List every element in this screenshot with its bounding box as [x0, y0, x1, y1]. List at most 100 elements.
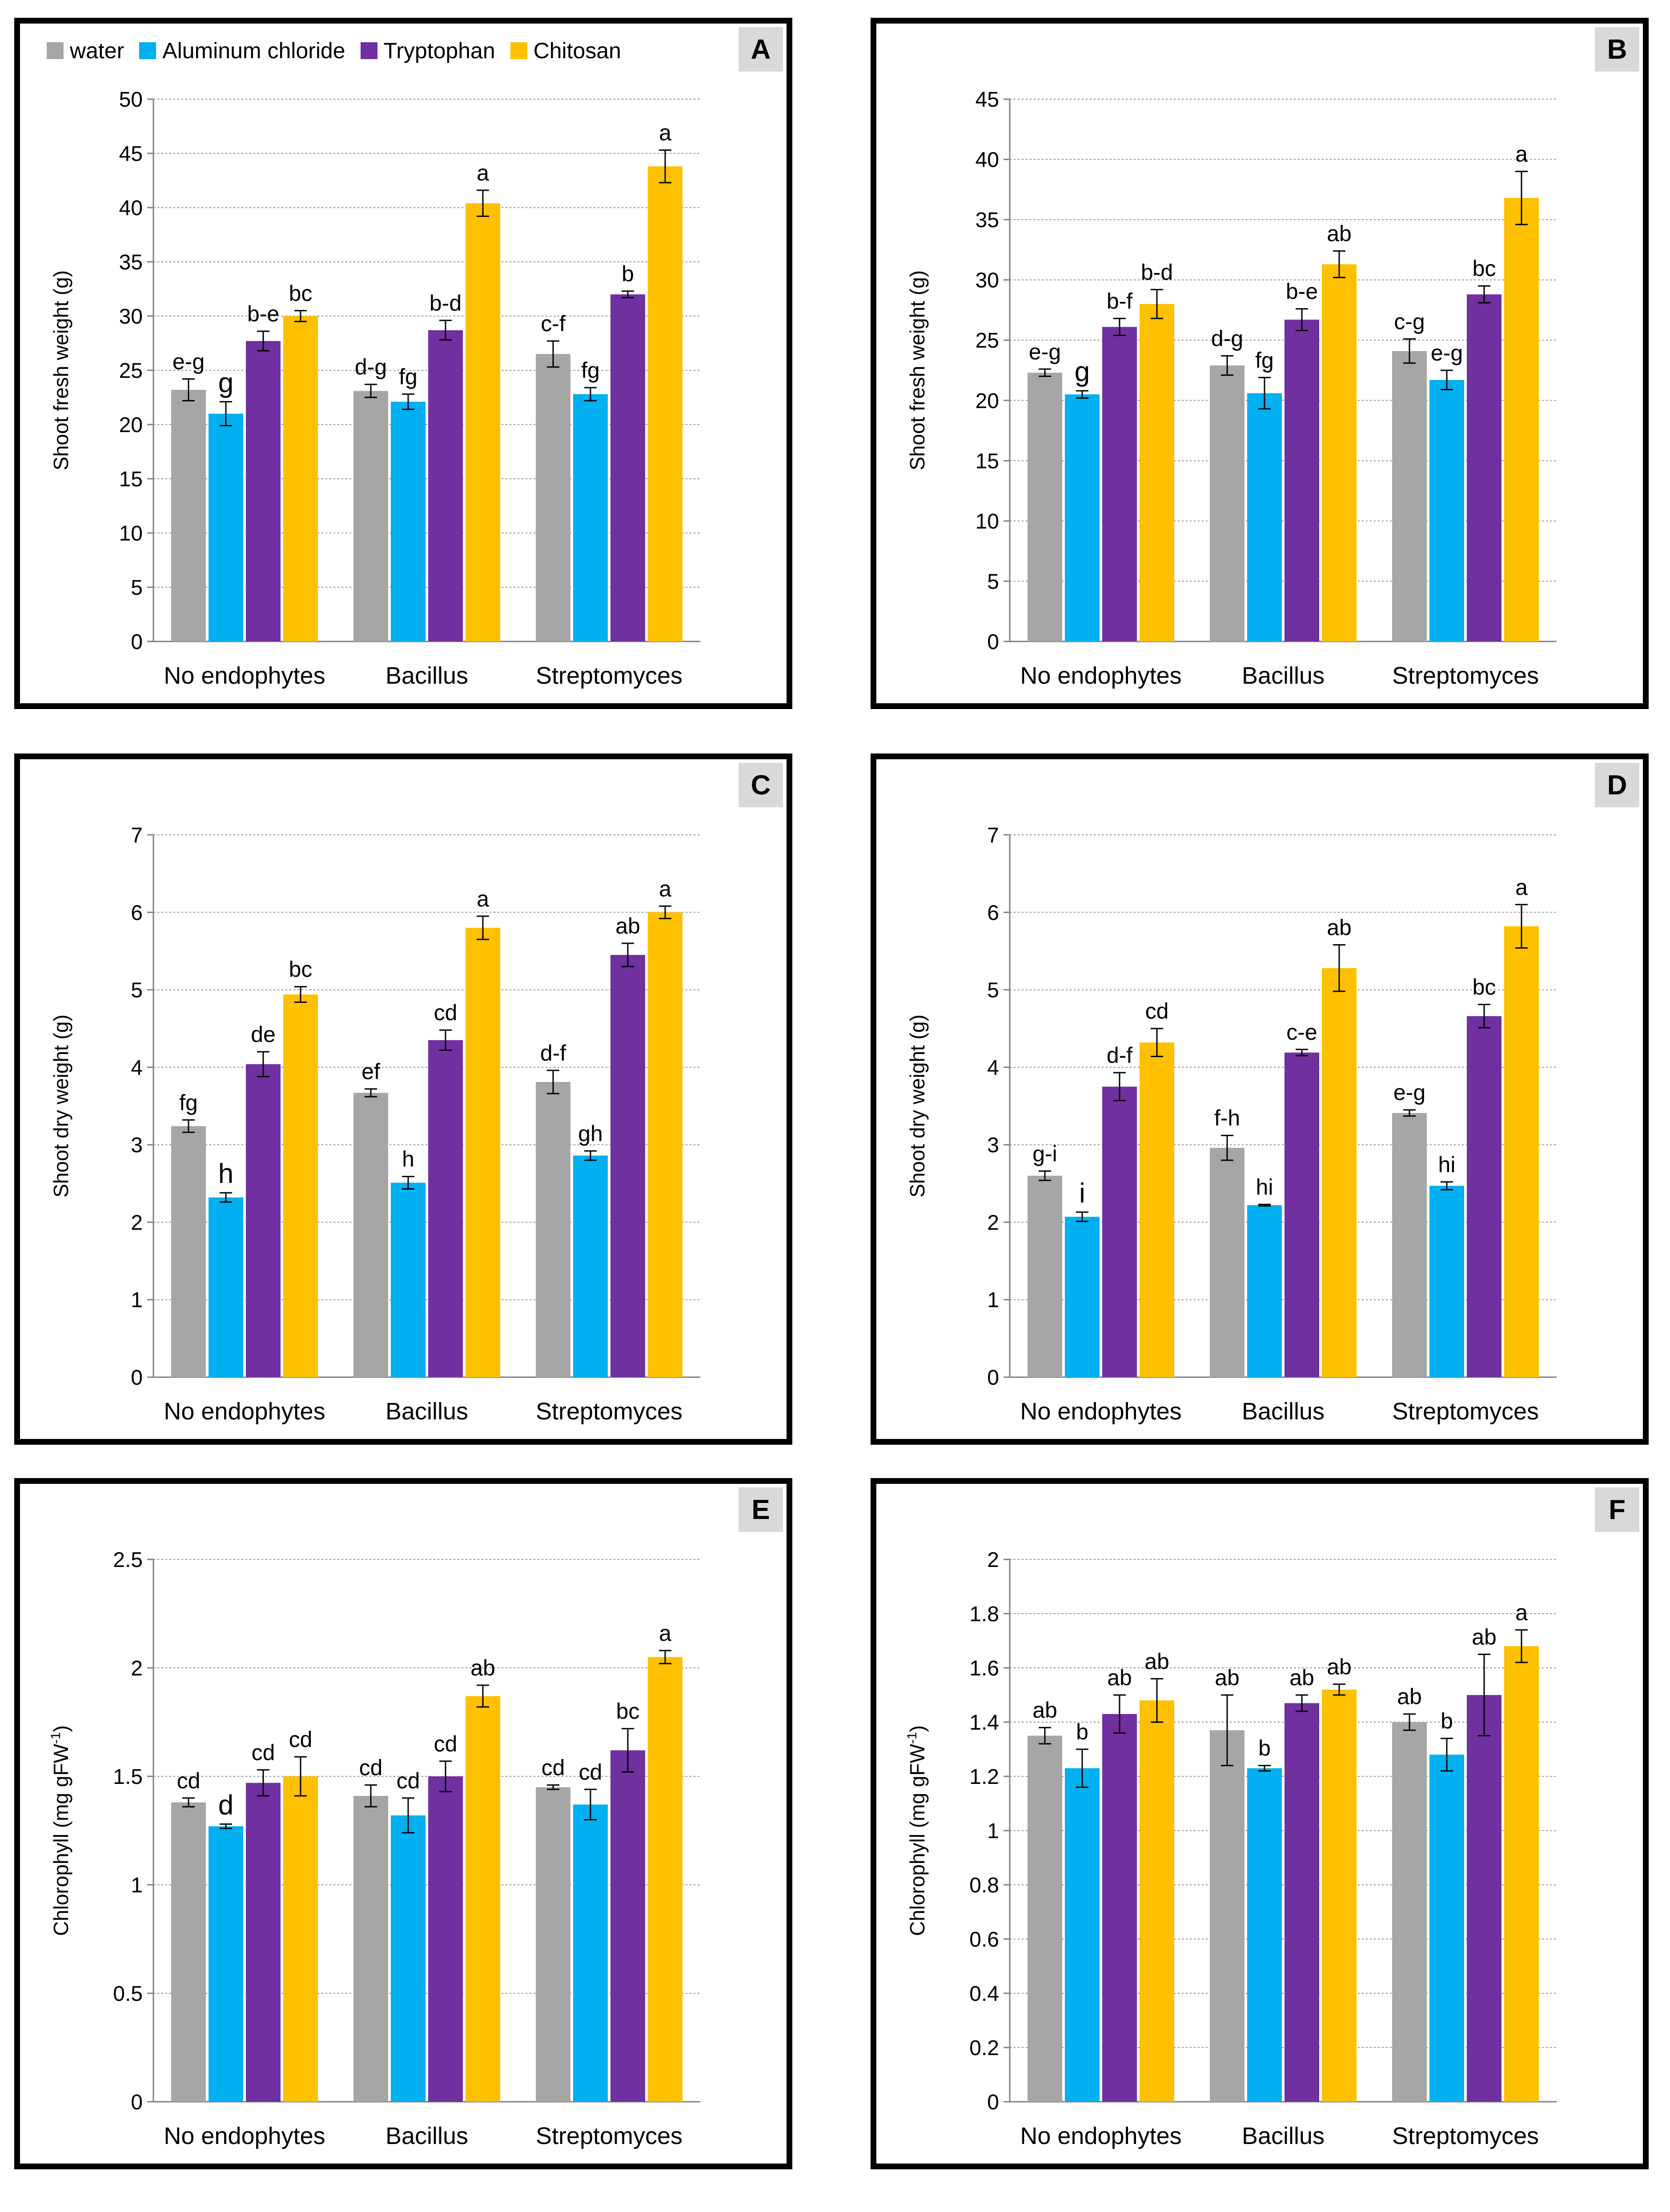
bar-chitosan-streptomyces — [1504, 926, 1539, 1377]
significance-label: a — [659, 876, 671, 901]
bar-water-streptomyces — [1392, 351, 1427, 641]
y-tick-label: 5 — [131, 979, 143, 1002]
bar-water-no-endophytes — [1028, 373, 1062, 641]
y-tick-label: 2 — [131, 1211, 143, 1234]
bar-chitosan-streptomyces — [1504, 1646, 1539, 2102]
bar-water-streptomyces — [1392, 1113, 1427, 1377]
significance-label: g — [218, 368, 233, 398]
x-category-label: No endophytes — [1020, 1398, 1181, 1425]
y-tick-label: 0.4 — [969, 1982, 999, 2006]
bar-chitosan-streptomyces — [1504, 198, 1539, 641]
y-tick-label: 0 — [987, 630, 999, 654]
significance-label: cd — [397, 1768, 420, 1793]
bar-aluminum-chloride-streptomyces — [573, 394, 608, 641]
bar-tryptophan-streptomyces — [1467, 1695, 1501, 2102]
bar-aluminum-chloride-bacillus — [1247, 1768, 1282, 2102]
bar-aluminum-chloride-streptomyces — [573, 1155, 608, 1377]
legend-item-aluminum-chloride: Aluminum chloride — [139, 38, 345, 64]
significance-label: h — [402, 1147, 414, 1172]
bar-aluminum-chloride-bacillus — [1247, 1205, 1282, 1377]
bar-aluminum-chloride-no-endophytes — [209, 413, 243, 641]
significance-label: a — [659, 120, 671, 145]
chart-svg-f: 0 0.2 0.4 0.6 0.8 1 1.2 1.4 1.6 1.8 2 Chlorophyll (… — [905, 1548, 1557, 2149]
bar-aluminum-chloride-no-endophytes — [209, 1197, 243, 1377]
y-tick-label: 5 — [987, 979, 999, 1002]
significance-label: bc — [1473, 975, 1496, 1000]
legend-label-chitosan: Chitosan — [533, 38, 621, 63]
significance-label: i — [1079, 1178, 1085, 1209]
significance-label: ab — [1397, 1684, 1422, 1709]
y-tick-label: 0 — [987, 2091, 999, 2114]
bar-water-bacillus — [353, 1093, 388, 1377]
significance-label: f-h — [1214, 1106, 1240, 1130]
y-tick-label: 1 — [131, 1289, 143, 1312]
bar-aluminum-chloride-streptomyces — [1429, 1186, 1464, 1377]
y-tick-label: 1.4 — [969, 1711, 999, 1735]
bar-chitosan-bacillus — [1322, 1689, 1357, 2102]
legend-swatch-water — [47, 42, 64, 59]
y-tick-label: 1.5 — [113, 1765, 143, 1789]
y-tick-label: 0.5 — [113, 1982, 143, 2006]
significance-label: cd — [359, 1755, 383, 1780]
significance-label: c-e — [1286, 1020, 1317, 1045]
significance-label: cd — [177, 1768, 201, 1793]
significance-label: b-d — [430, 291, 462, 316]
bar-water-streptomyces — [536, 1082, 570, 1377]
legend-swatch-aluminum-chloride — [139, 42, 157, 59]
significance-label: bc — [289, 957, 313, 982]
y-tick-label: 2.5 — [113, 1548, 143, 1572]
significance-label: ab — [1327, 221, 1352, 246]
legend-label-aluminum-chloride: Aluminum chloride — [162, 38, 345, 63]
bar-tryptophan-no-endophytes — [1102, 327, 1137, 641]
bar-aluminum-chloride-streptomyces — [1429, 1755, 1464, 2102]
bar-tryptophan-bacillus — [1285, 1052, 1319, 1377]
chart-panel-f: 0 0.2 0.4 0.6 0.8 1 1.2 1.4 1.6 1.8 2 Chlorophyll (… — [871, 1478, 1649, 2169]
significance-label: hi — [1438, 1152, 1456, 1177]
significance-label: ab — [1289, 1665, 1314, 1690]
y-tick-label: 5 — [987, 570, 999, 593]
x-category-label: Bacillus — [385, 2123, 468, 2149]
significance-label: b-d — [1141, 260, 1173, 285]
significance-label: b-f — [1107, 289, 1132, 313]
bar-water-bacillus — [1210, 1730, 1244, 2102]
y-tick-label: 35 — [119, 251, 143, 274]
bar-tryptophan-streptomyces — [610, 294, 645, 641]
y-tick-label: 7 — [131, 824, 143, 847]
x-category-label: Streptomyces — [536, 662, 682, 689]
bar-aluminum-chloride-bacillus — [391, 1815, 426, 2102]
bar-tryptophan-bacillus — [1285, 320, 1319, 641]
bar-tryptophan-bacillus — [428, 330, 463, 641]
significance-label: ef — [361, 1059, 380, 1084]
bar-tryptophan-bacillus — [428, 1776, 463, 2102]
significance-label: e-g — [173, 349, 205, 374]
y-tick-label: 0 — [131, 630, 143, 654]
x-category-label: No endophytes — [164, 1398, 325, 1425]
significance-label: d-f — [540, 1041, 566, 1066]
significance-label: e-g — [1431, 341, 1463, 365]
significance-label: cd — [252, 1740, 275, 1765]
y-tick-label: 2 — [987, 1211, 999, 1234]
bar-chitosan-no-endophytes — [1140, 1042, 1174, 1377]
significance-label: cd — [1145, 999, 1169, 1024]
y-tick-label: 20 — [119, 413, 143, 437]
y-tick-label: 1 — [131, 1874, 143, 1897]
y-tick-label: 1.2 — [969, 1765, 999, 1789]
significance-label: hi — [1256, 1174, 1273, 1199]
x-category-label: Streptomyces — [1392, 1398, 1539, 1425]
significance-label: fg — [179, 1090, 198, 1115]
y-tick-label: 0 — [131, 1366, 143, 1390]
y-axis-title: Chlorophyll (mg gFW-1) — [905, 1725, 929, 1936]
panel-letter-f: F — [1595, 1487, 1639, 1532]
chart-svg-b: 0 5 10 15 20 25 30 35 40 45 Shoot fresh weight (g)… — [906, 88, 1557, 689]
significance-label: h — [218, 1158, 233, 1189]
x-category-label: Bacillus — [1242, 2123, 1325, 2149]
x-category-label: Streptomyces — [1392, 2123, 1539, 2149]
x-category-label: No endophytes — [1020, 2123, 1181, 2149]
x-category-label: No endophytes — [164, 662, 325, 689]
panel-letter-b: B — [1595, 27, 1639, 72]
chart-svg-c: 0 1 2 3 4 5 6 7 Shoot dry weight (g) fg h de bc No en… — [49, 824, 700, 1425]
significance-label: a — [659, 1621, 671, 1646]
bar-water-no-endophytes — [171, 1126, 206, 1377]
y-tick-label: 20 — [976, 389, 999, 413]
bar-tryptophan-no-endophytes — [1102, 1714, 1137, 2102]
